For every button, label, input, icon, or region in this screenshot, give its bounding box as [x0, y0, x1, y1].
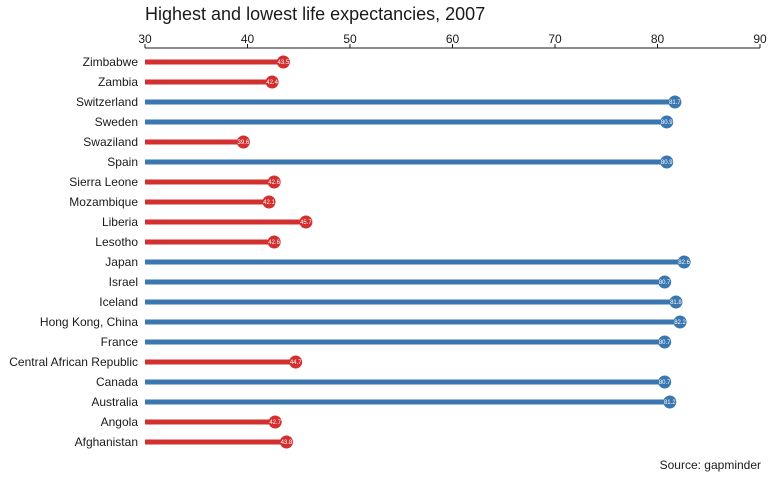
data-label: 42.4 — [266, 80, 278, 86]
lollipop-point — [663, 395, 677, 409]
category-label: Central African Republic — [9, 355, 138, 369]
data-label: 81.8 — [670, 300, 682, 306]
category-label: Hong Kong, China — [40, 315, 138, 329]
data-label: 43.8 — [281, 440, 293, 446]
data-label: 80.7 — [659, 280, 671, 286]
lollipop-point — [279, 435, 293, 449]
lollipop-point — [660, 155, 674, 169]
lollipop-point — [658, 275, 672, 289]
x-tick-label: 60 — [446, 32, 460, 46]
lollipop-point — [262, 195, 276, 209]
data-label: 80.7 — [659, 380, 671, 386]
category-label: Zimbabwe — [83, 55, 139, 69]
data-label: 80.9 — [661, 160, 673, 166]
category-label: Sierra Leone — [69, 175, 138, 189]
data-label: 39.6 — [238, 140, 250, 146]
x-tick-label: 70 — [548, 32, 562, 46]
lollipop-point — [268, 415, 282, 429]
category-label: Sweden — [95, 115, 138, 129]
lollipop-point — [668, 95, 682, 109]
x-tick-label: 90 — [753, 32, 767, 46]
lollipop-point — [267, 175, 281, 189]
lollipop-point — [267, 235, 281, 249]
data-label: 42.1 — [263, 200, 275, 206]
data-label: 81.2 — [664, 400, 676, 406]
data-label: 45.7 — [300, 220, 312, 226]
x-tick-label: 30 — [138, 32, 152, 46]
x-tick-label: 50 — [343, 32, 357, 46]
category-label: Lesotho — [95, 235, 138, 249]
chart-title: Highest and lowest life expectancies, 20… — [145, 4, 486, 24]
data-label: 81.7 — [669, 100, 681, 106]
category-label: France — [101, 335, 139, 349]
data-label: 42.7 — [269, 420, 281, 426]
lollipop-point — [660, 115, 674, 129]
lollipop-point — [276, 55, 290, 69]
lollipop-point — [289, 355, 303, 369]
lollipop-point — [677, 255, 691, 269]
data-label: 82.6 — [678, 260, 690, 266]
chart-source: Source: gapminder — [659, 458, 761, 472]
category-label: Mozambique — [69, 195, 138, 209]
category-label: Canada — [96, 375, 138, 389]
category-label: Australia — [91, 395, 138, 409]
x-tick-label: 40 — [241, 32, 255, 46]
category-label: Swaziland — [83, 135, 138, 149]
data-label: 42.6 — [268, 240, 280, 246]
category-label: Switzerland — [76, 95, 138, 109]
category-label: Angola — [101, 415, 139, 429]
lollipop-point — [673, 315, 687, 329]
category-label: Liberia — [102, 215, 138, 229]
lollipop-point — [265, 75, 279, 89]
data-label: 42.6 — [268, 180, 280, 186]
data-label: 80.7 — [659, 340, 671, 346]
lollipop-point — [658, 335, 672, 349]
data-label: 80.9 — [661, 120, 673, 126]
category-label: Japan — [105, 255, 138, 269]
data-label: 44.7 — [290, 360, 302, 366]
lollipop-point — [669, 295, 683, 309]
lollipop-point — [236, 135, 250, 149]
category-label: Iceland — [99, 295, 138, 309]
x-tick-label: 80 — [651, 32, 665, 46]
category-label: Afghanistan — [75, 435, 138, 449]
category-label: Israel — [109, 275, 138, 289]
category-label: Spain — [107, 155, 138, 169]
category-label: Zambia — [98, 75, 138, 89]
lollipop-point — [658, 375, 672, 389]
data-label: 82.2 — [674, 320, 686, 326]
data-label: 43.5 — [278, 60, 290, 66]
lollipop-point — [299, 215, 313, 229]
